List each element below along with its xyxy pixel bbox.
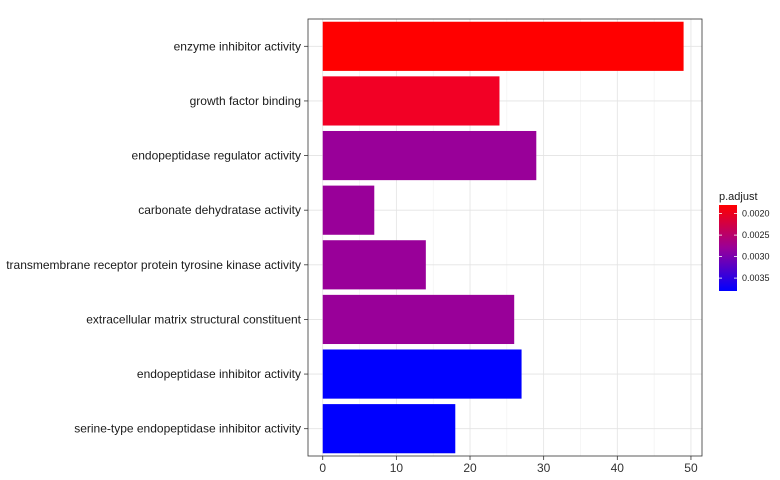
y-axis: enzyme inhibitor activity growth factor b…	[6, 39, 308, 436]
bar	[322, 76, 500, 126]
y-tick-label: transmembrane receptor protein tyrosine …	[6, 258, 301, 272]
y-tick-label: extracellular matrix structural constitu…	[86, 312, 301, 326]
x-tick-label: 20	[463, 461, 477, 475]
x-tick-label: 40	[611, 461, 625, 475]
bar	[322, 130, 537, 181]
bar	[322, 349, 522, 399]
legend-label: 0.0025	[742, 230, 770, 240]
legend-label: 0.0030	[742, 252, 770, 262]
x-tick-label: 30	[537, 461, 551, 475]
legend-label: 0.0035	[742, 273, 770, 283]
legend-title: p.adjust	[719, 191, 758, 203]
y-tick-label: carbonate dehydratase activity	[138, 203, 301, 217]
x-axis: 0 10 20 30 40 50	[319, 456, 698, 475]
bars	[322, 21, 684, 454]
bar	[322, 404, 456, 454]
bar	[322, 21, 684, 71]
legend-colorbar	[719, 205, 737, 291]
legend-label: 0.0020	[742, 209, 770, 219]
bar	[322, 185, 375, 235]
y-tick-label: serine-type endopeptidase inhibitor acti…	[74, 422, 301, 436]
legend: p.adjust 0.0020 0.0025 0.0030 0.0035	[719, 191, 770, 291]
x-tick-label: 50	[684, 461, 698, 475]
y-tick-label: endopeptidase inhibitor activity	[137, 367, 301, 381]
x-tick-label: 0	[319, 461, 326, 475]
bar	[322, 240, 426, 290]
x-tick-label: 10	[390, 461, 404, 475]
bar	[322, 294, 515, 345]
panel-border	[307, 18, 703, 457]
y-tick-label: endopeptidase regulator activity	[132, 149, 301, 163]
y-tick-label: enzyme inhibitor activity	[174, 39, 301, 53]
y-tick-label: growth factor binding	[190, 94, 301, 108]
